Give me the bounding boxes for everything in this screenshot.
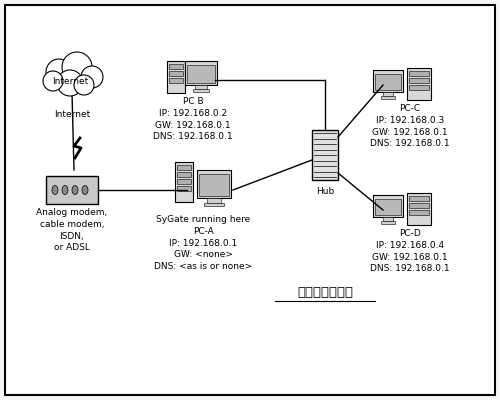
Circle shape — [57, 70, 83, 96]
FancyBboxPatch shape — [169, 78, 183, 83]
Ellipse shape — [82, 186, 88, 194]
Ellipse shape — [62, 186, 68, 194]
Text: Hub: Hub — [316, 187, 334, 196]
Circle shape — [62, 52, 92, 82]
FancyBboxPatch shape — [375, 199, 401, 215]
FancyBboxPatch shape — [375, 74, 401, 90]
FancyBboxPatch shape — [46, 176, 98, 204]
FancyBboxPatch shape — [177, 179, 191, 184]
FancyBboxPatch shape — [192, 89, 210, 92]
FancyBboxPatch shape — [373, 195, 403, 217]
FancyBboxPatch shape — [185, 61, 217, 85]
Text: Analog modem,
cable modem,
ISDN,
or ADSL: Analog modem, cable modem, ISDN, or ADSL — [36, 208, 108, 252]
FancyBboxPatch shape — [409, 78, 429, 83]
Text: SyGate running here
PC-A
IP: 192.168.0.1
GW: <none>
DNS: <as is or none>: SyGate running here PC-A IP: 192.168.0.1… — [154, 215, 252, 271]
Text: 家庭网星型方案: 家庭网星型方案 — [297, 286, 353, 300]
Text: PC-C
IP: 192.168.0.3
GW: 192.168.0.1
DNS: 192.168.0.1: PC-C IP: 192.168.0.3 GW: 192.168.0.1 DNS… — [370, 104, 450, 148]
FancyBboxPatch shape — [409, 85, 429, 90]
Circle shape — [46, 59, 72, 85]
FancyBboxPatch shape — [381, 96, 395, 99]
FancyBboxPatch shape — [177, 186, 191, 191]
FancyBboxPatch shape — [169, 64, 183, 69]
FancyBboxPatch shape — [383, 92, 393, 96]
FancyBboxPatch shape — [197, 170, 231, 198]
FancyBboxPatch shape — [407, 68, 431, 100]
Text: PC-D
IP: 192.168.0.4
GW: 192.168.0.1
DNS: 192.168.0.1: PC-D IP: 192.168.0.4 GW: 192.168.0.1 DNS… — [370, 229, 450, 274]
FancyBboxPatch shape — [199, 174, 229, 196]
FancyBboxPatch shape — [373, 70, 403, 92]
FancyBboxPatch shape — [383, 217, 393, 221]
Circle shape — [81, 66, 103, 88]
Text: Internet: Internet — [54, 110, 90, 119]
FancyBboxPatch shape — [409, 196, 429, 201]
FancyBboxPatch shape — [187, 65, 215, 83]
Ellipse shape — [52, 186, 58, 194]
FancyBboxPatch shape — [409, 210, 429, 215]
FancyBboxPatch shape — [169, 71, 183, 76]
FancyBboxPatch shape — [204, 203, 224, 206]
FancyBboxPatch shape — [177, 172, 191, 177]
FancyBboxPatch shape — [381, 221, 395, 224]
Circle shape — [43, 71, 63, 91]
Ellipse shape — [72, 186, 78, 194]
Text: Internet: Internet — [52, 78, 88, 86]
Circle shape — [74, 75, 94, 95]
FancyBboxPatch shape — [312, 130, 338, 180]
FancyBboxPatch shape — [407, 193, 431, 225]
FancyBboxPatch shape — [409, 71, 429, 76]
FancyBboxPatch shape — [177, 165, 191, 170]
FancyBboxPatch shape — [409, 203, 429, 208]
FancyBboxPatch shape — [195, 85, 207, 89]
FancyBboxPatch shape — [5, 5, 495, 395]
Text: PC B
IP: 192.168.0.2
GW: 192.168.0.1
DNS: 192.168.0.1: PC B IP: 192.168.0.2 GW: 192.168.0.1 DNS… — [153, 97, 233, 141]
FancyBboxPatch shape — [207, 198, 221, 203]
FancyBboxPatch shape — [167, 61, 185, 93]
FancyBboxPatch shape — [175, 162, 193, 202]
